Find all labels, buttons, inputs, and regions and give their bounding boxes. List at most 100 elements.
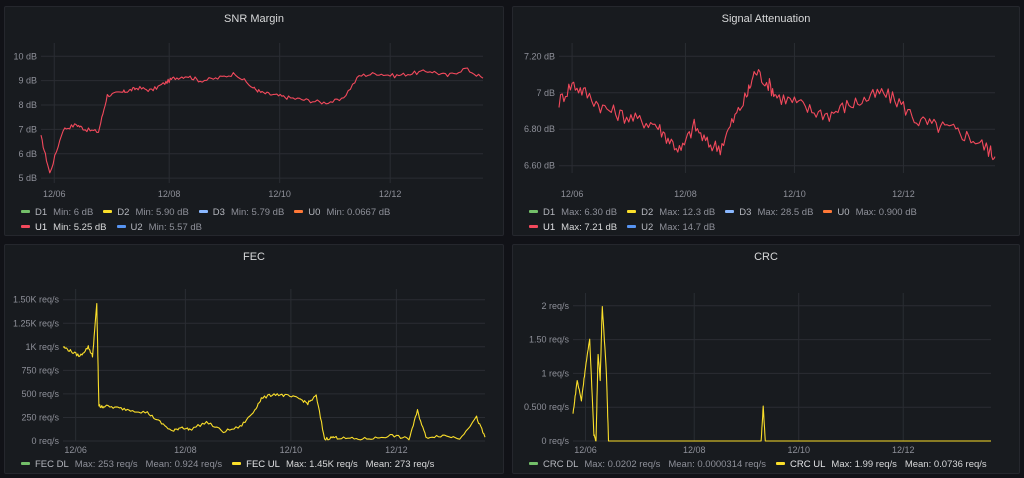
legend-item-crc-dl[interactable]: CRC DL Max: 0.0202 req/s Mean: 0.0000314 … bbox=[529, 457, 766, 472]
y-tick-label: 250 req/s bbox=[21, 412, 59, 422]
panel-snr-margin[interactable]: SNR Margin 5 dB 6 dB 7 dB 8 dB 9 dB 10 dB 12/0… bbox=[4, 6, 504, 236]
legend-fec: FEC DL Max: 253 req/s Mean: 0.924 req/s FE… bbox=[21, 457, 495, 472]
legend-stat: Max: 0.900 dB bbox=[855, 207, 917, 218]
x-tick-label: 12/08 bbox=[683, 445, 706, 455]
legend-stat: Max: 0.0202 req/s Mean: 0.0000314 req/s bbox=[584, 459, 767, 470]
legend-item-u0[interactable]: U0 Max: 0.900 dB bbox=[823, 205, 917, 220]
legend-swatch bbox=[627, 209, 637, 213]
panel-title[interactable]: SNR Margin bbox=[224, 13, 284, 25]
legend-item-d2[interactable]: D2 Min: 5.90 dB bbox=[103, 205, 189, 220]
legend-swatch bbox=[529, 224, 538, 228]
panel-fec[interactable]: FEC 0 req/s 250 req/s 500 req/s 750 req/s 1K… bbox=[4, 244, 504, 474]
legend-item-fec-dl[interactable]: FEC DL Max: 253 req/s Mean: 0.924 req/s bbox=[21, 457, 222, 472]
legend-item-d2[interactable]: D2 Max: 12.3 dB bbox=[627, 205, 715, 220]
legend-name: FEC DL bbox=[35, 459, 69, 470]
legend-stat: Min: 6 dB bbox=[53, 207, 94, 218]
legend-item-fec-ul[interactable]: FEC UL Max: 1.45K req/s Mean: 273 req/s bbox=[232, 457, 434, 472]
legend-name: D3 bbox=[212, 207, 225, 218]
legend-swatch bbox=[529, 209, 538, 213]
legend-name: D1 bbox=[543, 207, 556, 218]
legend-stat: Min: 0.0667 dB bbox=[326, 207, 391, 218]
legend-swatch bbox=[21, 461, 30, 465]
chart-attenuation: 6.60 dB 6.80 dB 7 dB 7.20 dB 12/06 12/08 12/10… bbox=[524, 43, 996, 199]
legend-stat: Max: 14.7 dB bbox=[659, 222, 716, 233]
legend-stat: Max: 28.5 dB bbox=[757, 207, 814, 218]
y-tick-label: 8 dB bbox=[18, 100, 37, 110]
y-tick-label: 0 req/s bbox=[541, 436, 569, 446]
legend-item-u2[interactable]: U2 Min: 5.57 dB bbox=[116, 220, 202, 235]
legend-stat: Min: 5.79 dB bbox=[230, 207, 285, 218]
series-line-u1 bbox=[558, 69, 996, 161]
legend-item-d3[interactable]: D3 Min: 5.79 dB bbox=[198, 205, 285, 220]
legend-snr: D1 Min: 6 dB D2 Min: 5.90 dB D3 Min: 5.79 dB U… bbox=[21, 205, 495, 235]
legend-item-crc-ul[interactable]: CRC UL Max: 1.99 req/s Mean: 0.0736 req/s bbox=[776, 457, 987, 472]
legend-swatch bbox=[529, 461, 538, 465]
chart-fec: 0 req/s 250 req/s 500 req/s 750 req/s 1K req… bbox=[13, 289, 486, 455]
y-tick-label: 2 req/s bbox=[541, 301, 569, 311]
y-tick-label: 5 dB bbox=[18, 173, 37, 183]
legend-stat: Max: 7.21 dB bbox=[561, 222, 618, 233]
x-tick-label: 12/12 bbox=[892, 189, 915, 199]
legend-stat: Max: 1.45K req/s Mean: 273 req/s bbox=[285, 459, 435, 470]
panel-crc[interactable]: CRC 0 req/s 0.500 req/s 1 req/s 1.50 req/s 2… bbox=[512, 244, 1020, 474]
legend-swatch bbox=[627, 224, 637, 228]
x-tick-label: 12/10 bbox=[268, 189, 291, 199]
legend-name: D2 bbox=[117, 207, 130, 218]
legend-item-d1[interactable]: D1 Min: 6 dB bbox=[21, 205, 93, 220]
legend-name: U1 bbox=[35, 222, 48, 233]
legend-swatch bbox=[21, 209, 30, 213]
legend-swatch bbox=[776, 461, 786, 465]
panel-title[interactable]: CRC bbox=[754, 251, 778, 263]
chart-snr: 5 dB 6 dB 7 dB 8 dB 9 dB 10 dB 12/06 12/08 12/10… bbox=[13, 43, 484, 199]
x-tick-label: 12/06 bbox=[561, 189, 584, 199]
legend-swatch bbox=[21, 224, 30, 228]
legend-stat: Max: 1.99 req/s Mean: 0.0736 req/s bbox=[831, 459, 987, 470]
y-tick-label: 500 req/s bbox=[21, 389, 59, 399]
legend-stat: Max: 6.30 dB bbox=[561, 207, 618, 218]
legend-name: U1 bbox=[543, 222, 556, 233]
series-line-fec-ul bbox=[62, 302, 486, 441]
legend-item-u1[interactable]: U1 Max: 7.21 dB bbox=[529, 220, 617, 235]
x-tick-label: 12/12 bbox=[385, 445, 408, 455]
y-tick-label: 6.80 dB bbox=[524, 124, 555, 134]
y-tick-label: 0.500 req/s bbox=[524, 402, 570, 412]
legend-name: CRC UL bbox=[790, 459, 826, 470]
y-tick-label: 1.50 req/s bbox=[529, 335, 570, 345]
legend-name: FEC UL bbox=[246, 459, 280, 470]
legend-swatch bbox=[823, 209, 833, 213]
x-tick-label: 12/10 bbox=[783, 189, 806, 199]
y-tick-label: 6.60 dB bbox=[524, 161, 555, 171]
y-tick-label: 7 dB bbox=[18, 124, 37, 134]
x-tick-label: 12/06 bbox=[43, 189, 66, 199]
legend-name: U0 bbox=[837, 207, 850, 218]
y-tick-label: 1K req/s bbox=[25, 342, 59, 352]
legend-item-u2[interactable]: U2 Max: 14.7 dB bbox=[627, 220, 715, 235]
x-tick-label: 12/12 bbox=[892, 445, 915, 455]
x-tick-label: 12/08 bbox=[174, 445, 197, 455]
y-tick-label: 6 dB bbox=[18, 149, 37, 159]
series-line-u1 bbox=[40, 67, 484, 174]
x-tick-label: 12/12 bbox=[379, 189, 402, 199]
legend-stat: Max: 12.3 dB bbox=[659, 207, 716, 218]
legend-name: U2 bbox=[130, 222, 143, 233]
legend-stat: Min: 5.25 dB bbox=[53, 222, 107, 233]
panel-title[interactable]: FEC bbox=[243, 251, 265, 263]
legend-item-u0[interactable]: U0 Min: 0.0667 dB bbox=[294, 205, 390, 220]
legend-item-u1[interactable]: U1 Min: 5.25 dB bbox=[21, 220, 107, 235]
legend-swatch bbox=[116, 224, 126, 228]
legend-stat: Min: 5.57 dB bbox=[148, 222, 202, 233]
y-tick-label: 0 req/s bbox=[31, 436, 59, 446]
y-tick-label: 750 req/s bbox=[21, 365, 59, 375]
y-tick-label: 7.20 dB bbox=[524, 51, 555, 61]
legend-stat: Max: 253 req/s Mean: 0.924 req/s bbox=[74, 459, 223, 470]
legend-item-d1[interactable]: D1 Max: 6.30 dB bbox=[529, 205, 617, 220]
x-tick-label: 12/10 bbox=[787, 445, 810, 455]
panel-title[interactable]: Signal Attenuation bbox=[721, 13, 811, 25]
y-tick-label: 10 dB bbox=[13, 51, 37, 61]
y-tick-label: 1 req/s bbox=[541, 368, 569, 378]
legend-swatch bbox=[103, 209, 113, 213]
legend-swatch bbox=[725, 209, 735, 213]
panel-signal-attenuation[interactable]: Signal Attenuation 6.60 dB 6.80 dB 7 dB 7.2… bbox=[512, 6, 1020, 236]
legend-name: U0 bbox=[308, 207, 321, 218]
legend-item-d3[interactable]: D3 Max: 28.5 dB bbox=[725, 205, 813, 220]
